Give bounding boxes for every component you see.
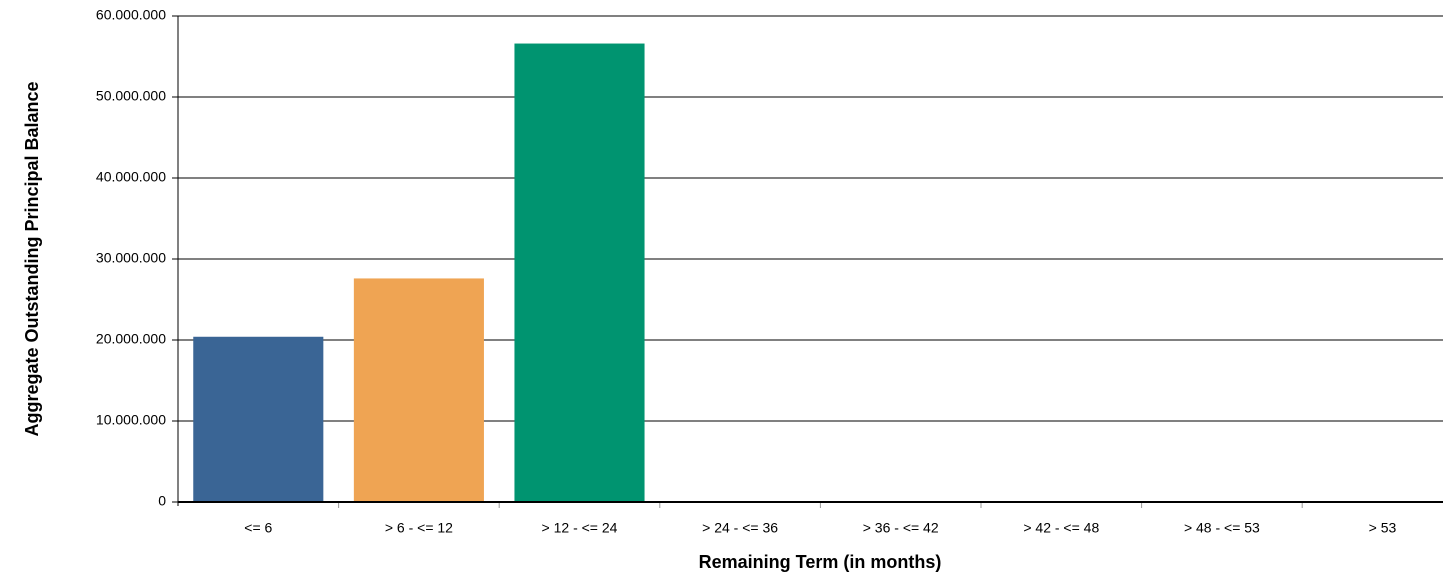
y-tick-label: 30.000.000	[96, 250, 166, 266]
x-tick-label: <= 6	[244, 520, 272, 536]
y-tick-label: 40.000.000	[96, 169, 166, 185]
y-tick-label: 50.000.000	[96, 88, 166, 104]
x-tick-label: > 53	[1369, 520, 1397, 536]
x-tick-label: > 42 - <= 48	[1023, 520, 1099, 536]
bar	[514, 43, 645, 502]
y-tick-label: 20.000.000	[96, 331, 166, 347]
y-tick-label: 10.000.000	[96, 412, 166, 428]
x-tick-label: > 6 - <= 12	[385, 520, 453, 536]
x-tick-label: > 24 - <= 36	[702, 520, 778, 536]
y-tick-label: 60.000.000	[96, 7, 166, 23]
bar	[353, 278, 484, 502]
bar	[193, 336, 324, 502]
x-tick-label: > 36 - <= 42	[863, 520, 939, 536]
x-axis-title: Remaining Term (in months)	[699, 552, 942, 572]
x-tick-label: > 12 - <= 24	[542, 520, 618, 536]
y-axis-title: Aggregate Outstanding Principal Balance	[22, 81, 42, 436]
x-tick-label: > 48 - <= 53	[1184, 520, 1260, 536]
y-tick-label: 0	[158, 493, 166, 509]
